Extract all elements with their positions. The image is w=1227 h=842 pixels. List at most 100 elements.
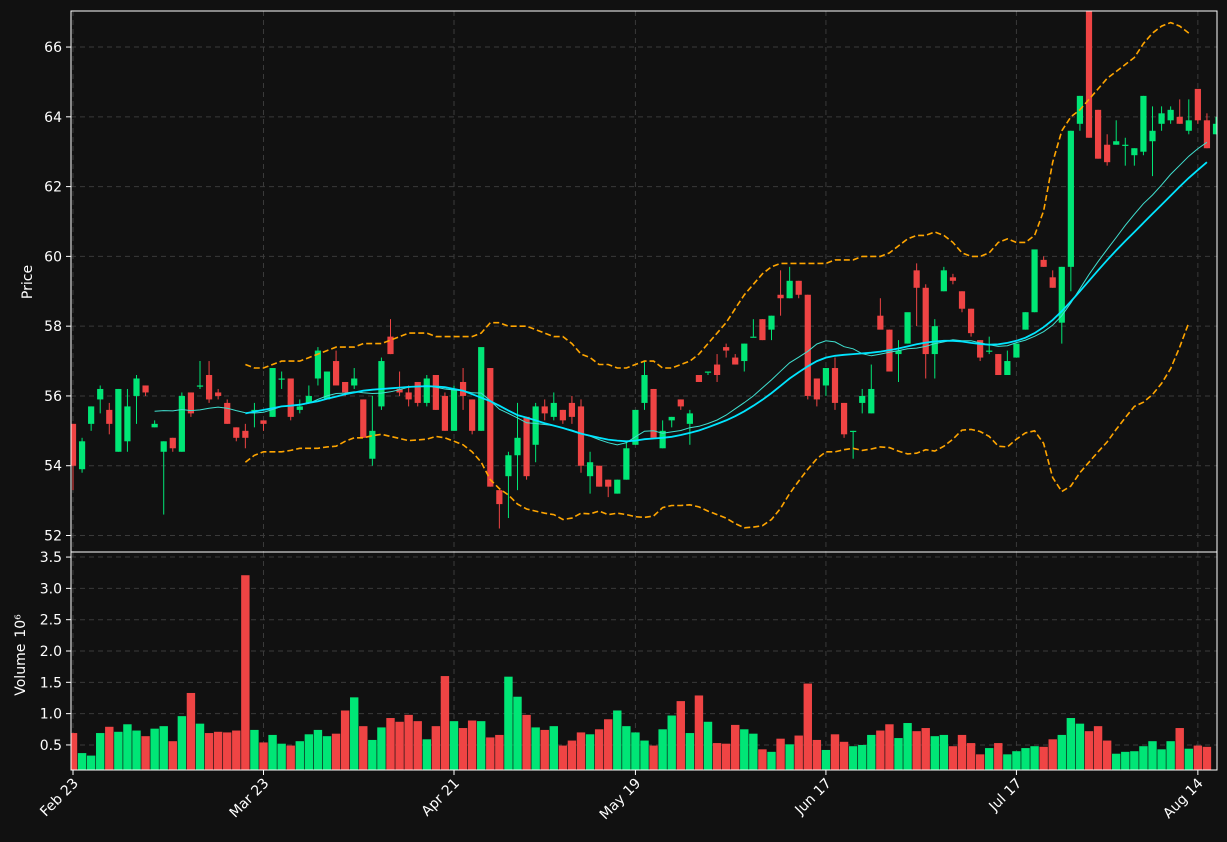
volume-bar	[96, 733, 105, 770]
volume-bar	[531, 727, 540, 770]
candle-body	[332, 361, 340, 386]
candle-body	[532, 406, 539, 445]
candle-body	[977, 340, 984, 358]
volume-bar	[1057, 734, 1066, 770]
volume-bar	[495, 734, 504, 770]
volume-panel	[71, 575, 1212, 770]
volume-bar	[440, 676, 450, 770]
candle-body	[750, 336, 757, 338]
candle-body	[550, 402, 557, 417]
lower-band-line	[244, 322, 1190, 529]
volume-bar	[123, 724, 132, 770]
candle-body	[269, 368, 276, 417]
volume-bar	[422, 739, 431, 770]
candle-body	[133, 378, 140, 396]
candle-body	[596, 465, 603, 487]
candle-body	[1058, 266, 1065, 323]
candle-body	[1212, 123, 1217, 135]
candle-body	[768, 315, 775, 330]
price-y-tick-label: 54	[44, 459, 62, 475]
candle-body	[704, 371, 712, 373]
volume-bar	[86, 755, 96, 770]
candle-body	[813, 378, 820, 400]
volume-bar	[340, 710, 350, 770]
volume-bar	[1012, 751, 1021, 770]
candle-body	[986, 350, 993, 352]
candle-body	[641, 375, 648, 403]
volume-bar	[540, 729, 549, 770]
volume-bar	[1157, 749, 1166, 770]
volume-bar	[431, 726, 441, 770]
candle-body	[1176, 116, 1183, 124]
volume-bar	[1039, 746, 1048, 770]
volume-y-tick-label: 3.0	[40, 581, 62, 597]
volume-bar	[1121, 751, 1130, 770]
candle-body	[1131, 148, 1138, 156]
candle-body	[505, 455, 512, 477]
volume-bar	[667, 715, 676, 770]
volume-bar	[930, 736, 939, 770]
volume-bar	[1066, 718, 1076, 770]
price-panel	[71, 11, 1217, 529]
volume-bar	[785, 744, 794, 770]
candle-body	[88, 406, 95, 424]
volume-bar	[213, 731, 223, 770]
volume-bar	[241, 575, 250, 770]
candle-body	[314, 350, 322, 379]
candle-body	[459, 381, 467, 396]
volume-bar	[803, 683, 812, 770]
candle-body	[351, 378, 358, 386]
candle-body	[405, 392, 412, 400]
volume-bar	[277, 743, 286, 770]
volume-bar	[513, 696, 522, 770]
volume-bar	[404, 714, 413, 770]
volume-bar	[567, 740, 577, 770]
candle-body	[904, 312, 911, 344]
volume-bar	[758, 749, 767, 770]
volume-bar	[848, 746, 858, 770]
volume-bar	[912, 731, 921, 770]
candle-body	[296, 406, 303, 410]
candle-body	[1067, 130, 1074, 267]
volume-bar	[985, 748, 994, 770]
candle-body	[831, 368, 839, 403]
candle-body	[124, 406, 131, 442]
volume-bar	[776, 738, 785, 770]
volume-bar	[821, 749, 831, 770]
candle-body	[668, 416, 675, 421]
volume-bar	[359, 726, 368, 770]
volume-bar	[522, 714, 531, 770]
candle-body	[949, 277, 957, 281]
candle-body	[1185, 120, 1192, 131]
candle-body	[1158, 113, 1165, 124]
volume-bar	[150, 728, 159, 770]
volume-bar	[1030, 746, 1039, 770]
volume-bar	[504, 676, 513, 770]
candle-body	[242, 430, 249, 438]
volume-bar	[395, 721, 404, 770]
candle-body	[1085, 11, 1093, 138]
candle-body	[967, 308, 975, 334]
volume-y-tick-label: 0.5	[40, 738, 62, 754]
volume-bar	[585, 734, 595, 770]
volume-y-tick-label: 3.5	[40, 550, 62, 566]
volume-bar	[876, 730, 885, 770]
volume-bar	[1075, 723, 1085, 770]
candle-body	[1094, 109, 1102, 159]
volume-bar	[259, 742, 268, 770]
volume-bar	[1093, 726, 1103, 770]
volume-bar	[794, 735, 803, 770]
candle-body	[732, 357, 739, 365]
volume-bar	[649, 745, 658, 770]
volume-bar	[141, 736, 150, 770]
volume-bar	[105, 726, 114, 770]
volume-bar	[114, 731, 123, 770]
candle-body	[342, 381, 349, 393]
volume-axes-frame	[70, 551, 1218, 771]
candle-body	[287, 378, 294, 417]
candle-body	[686, 413, 693, 424]
candle-body	[1104, 144, 1111, 163]
candle-body	[78, 441, 86, 470]
candle-body	[822, 368, 830, 386]
volume-bar	[377, 727, 386, 770]
